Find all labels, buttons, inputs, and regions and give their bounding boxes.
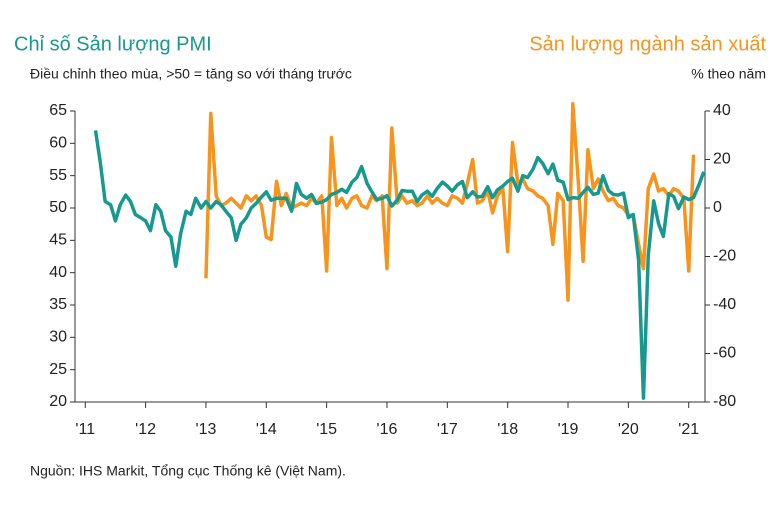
chart-subtitle: Điều chỉnh theo mùa, >50 = tăng so với t…	[30, 66, 352, 82]
y-tick-label: 30	[49, 329, 67, 346]
x-tick-label: '12	[135, 421, 156, 438]
y-tick-label: 45	[49, 232, 67, 249]
x-tick-label: '17	[437, 421, 458, 438]
y-tick-label: 65	[49, 102, 67, 119]
x-tick-label: '20	[618, 421, 639, 438]
right-axis-label: % theo năm	[691, 66, 766, 82]
x-tick-label: '16	[377, 421, 398, 438]
x-tick-label: '18	[497, 421, 518, 438]
y-tick-label: 35	[49, 296, 67, 313]
x-tick-label: '21	[678, 421, 699, 438]
source-note: Nguồn: IHS Markit, Tổng cục Thống kê (Vi…	[30, 463, 346, 479]
y-tick-label: 20	[49, 393, 67, 410]
y2-tick-label: -40	[713, 296, 736, 313]
y2-tick-label: -80	[713, 393, 736, 410]
y-tick-label: 25	[49, 361, 67, 378]
y-tick-label: 60	[49, 135, 67, 152]
series-line	[93, 130, 706, 400]
x-tick-label: '14	[256, 421, 277, 438]
y-tick-label: 50	[49, 199, 67, 216]
series-line	[204, 101, 696, 302]
y2-tick-label: 0	[713, 199, 722, 216]
x-tick-label: '19	[558, 421, 579, 438]
chart-title: Chỉ số Sản lượng PMI	[14, 33, 212, 55]
y2-tick-label: -20	[713, 248, 736, 265]
x-tick-label: '11	[75, 421, 95, 438]
y-tick-label: 40	[49, 264, 67, 281]
y2-tick-label: -60	[713, 345, 736, 362]
y-tick-label: 55	[49, 167, 67, 184]
x-tick-label: '15	[316, 421, 337, 438]
x-tick-label: '13	[196, 421, 217, 438]
right-title: Sản lượng ngành sản xuất	[529, 33, 766, 55]
y2-tick-label: 20	[713, 151, 731, 168]
y2-tick-label: 40	[713, 102, 731, 119]
